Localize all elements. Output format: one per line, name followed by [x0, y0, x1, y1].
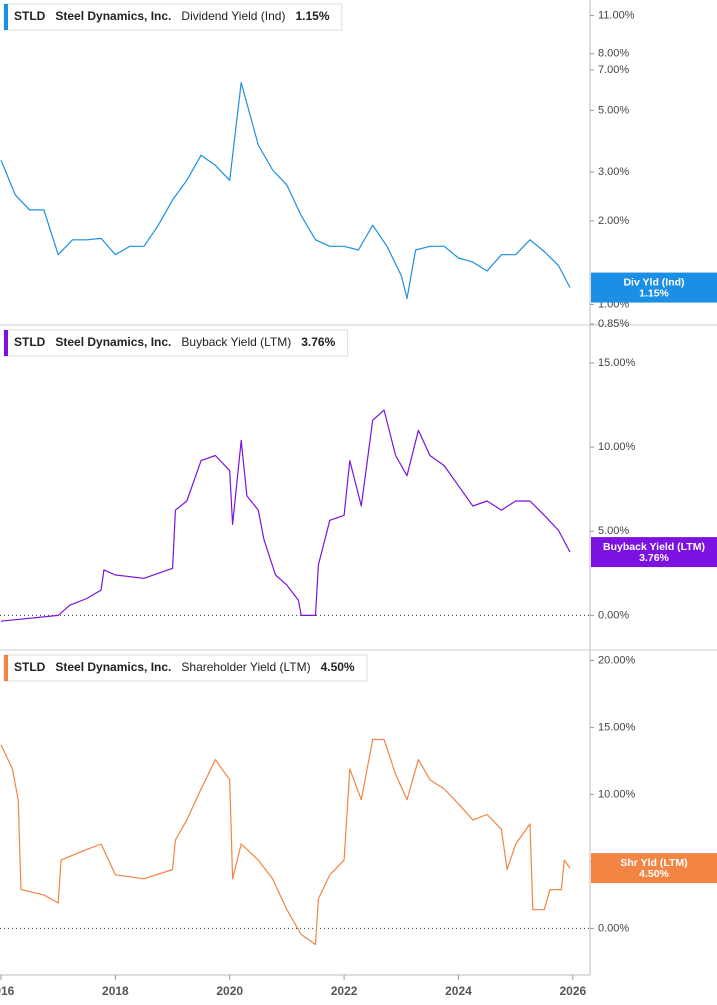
badge-label: Shr Yld (LTM): [620, 857, 687, 869]
last-value-badge: [591, 272, 717, 303]
x-tick-label: 2024: [445, 984, 472, 998]
badge-value: 4.50%: [639, 868, 669, 880]
badge-label: Div Yld (Ind): [623, 276, 684, 288]
ticker: STLD: [14, 9, 46, 23]
chart-header: STLD Steel Dynamics, Inc. Buyback Yield (L…: [3, 329, 349, 357]
y-tick-label: 15.00%: [598, 721, 636, 733]
y-tick-label: 0.00%: [598, 609, 629, 621]
series-line: [0, 738, 571, 946]
chart-header: STLD Steel Dynamics, Inc. Shareholder Yiel…: [3, 654, 368, 682]
x-tick-label: 2026: [559, 984, 586, 998]
y-tick-label: 5.00%: [598, 104, 629, 116]
header-marker: [4, 655, 8, 681]
badge-value: 3.76%: [639, 552, 669, 564]
badge-value: 1.15%: [639, 287, 669, 299]
header-box: [3, 654, 368, 682]
badge-label: Buyback Yield (LTM): [603, 541, 705, 553]
y-tick-label: 0.00%: [598, 922, 629, 934]
y-tick-label: 5.00%: [598, 525, 629, 537]
x-tick-label: 2020: [216, 984, 243, 998]
header-text: STLD Steel Dynamics, Inc. Dividend Yield (…: [14, 9, 330, 23]
y-tick-label: 10.00%: [598, 441, 636, 453]
header-text: STLD Steel Dynamics, Inc. Shareholder Yiel…: [14, 660, 355, 674]
y-tick-label: 11.00%: [598, 9, 635, 21]
ticker: STLD: [14, 660, 46, 674]
header-marker: [4, 330, 8, 356]
header-value: 3.76%: [301, 335, 335, 349]
header-text: STLD Steel Dynamics, Inc. Buyback Yield (L…: [14, 335, 336, 349]
y-tick-label: 3.00%: [598, 166, 629, 178]
last-value-badge: [591, 537, 717, 568]
x-tick-label: 2018: [102, 984, 129, 998]
company: Steel Dynamics, Inc.: [55, 9, 171, 23]
y-tick-label: 0.85%: [598, 318, 629, 330]
last-value-badge: [591, 853, 717, 884]
y-tick-label: 8.00%: [598, 48, 629, 60]
series-line: [0, 409, 571, 622]
y-tick-label: 2.00%: [598, 215, 629, 227]
header-marker: [4, 4, 8, 30]
y-tick-label: 15.00%: [598, 357, 636, 369]
metric: Buyback Yield (LTM): [181, 335, 291, 349]
x-tick-label: 2016: [0, 984, 15, 998]
x-tick-label: 2022: [331, 984, 358, 998]
header-value: 1.15%: [295, 9, 329, 23]
company: Steel Dynamics, Inc.: [55, 660, 171, 674]
metric: Shareholder Yield (LTM): [181, 660, 310, 674]
header-value: 4.50%: [321, 660, 355, 674]
y-tick-label: 10.00%: [598, 788, 636, 800]
header-box: [3, 3, 343, 31]
series-line: [0, 82, 571, 300]
chart-header: STLD Steel Dynamics, Inc. Dividend Yield (…: [3, 3, 343, 31]
company: Steel Dynamics, Inc.: [55, 335, 171, 349]
ticker: STLD: [14, 335, 46, 349]
metric: Dividend Yield (Ind): [181, 9, 285, 23]
y-tick-label: 20.00%: [598, 654, 636, 666]
y-tick-label: 7.00%: [598, 64, 629, 76]
